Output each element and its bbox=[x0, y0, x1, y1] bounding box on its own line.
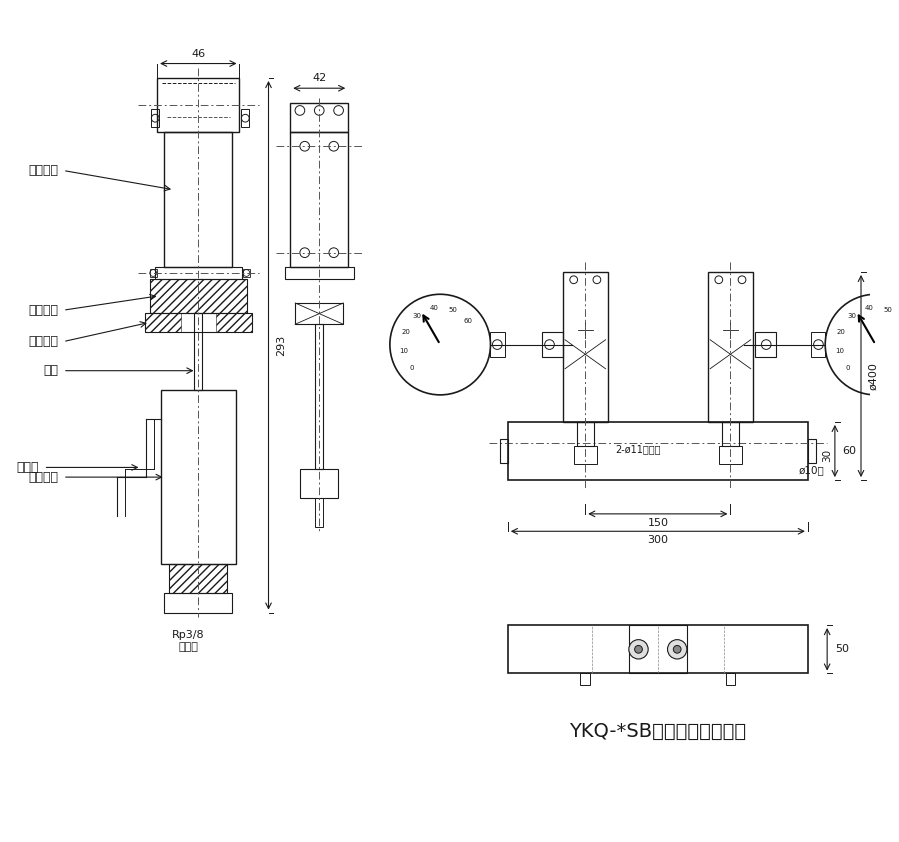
Text: 泄油管: 泄油管 bbox=[16, 461, 39, 474]
Bar bbox=[316, 498, 323, 527]
Text: 30: 30 bbox=[848, 313, 857, 319]
Bar bbox=[722, 422, 739, 446]
Bar bbox=[500, 440, 508, 462]
Bar bbox=[165, 594, 232, 612]
Text: 60: 60 bbox=[842, 446, 857, 456]
Bar bbox=[242, 109, 249, 127]
Bar bbox=[161, 390, 236, 564]
Text: 50: 50 bbox=[835, 644, 849, 654]
Bar bbox=[145, 312, 252, 332]
Text: 50: 50 bbox=[449, 307, 458, 313]
Bar bbox=[290, 103, 348, 131]
Text: 60: 60 bbox=[464, 318, 473, 324]
Bar bbox=[169, 564, 227, 594]
Text: 0: 0 bbox=[410, 365, 414, 371]
Text: 30: 30 bbox=[823, 450, 832, 462]
Bar bbox=[155, 267, 242, 279]
Bar bbox=[581, 674, 590, 685]
Text: 150: 150 bbox=[647, 518, 668, 528]
Bar bbox=[151, 109, 159, 127]
Bar bbox=[754, 333, 776, 357]
Bar bbox=[628, 625, 687, 674]
Bar bbox=[194, 312, 202, 390]
Text: 顶杆: 顶杆 bbox=[43, 365, 58, 377]
Bar bbox=[295, 303, 343, 324]
Circle shape bbox=[635, 646, 643, 653]
Bar bbox=[243, 269, 250, 277]
Bar bbox=[300, 469, 339, 498]
Circle shape bbox=[673, 646, 681, 653]
Text: 行程开关: 行程开关 bbox=[28, 164, 58, 177]
Bar bbox=[150, 279, 247, 312]
Text: YKQ-*SB压力控制器外形图: YKQ-*SB压力控制器外形图 bbox=[569, 722, 746, 741]
Circle shape bbox=[437, 342, 443, 348]
Text: Rp3/8
进油口: Rp3/8 进油口 bbox=[173, 630, 205, 652]
Text: 42: 42 bbox=[312, 73, 326, 83]
Bar bbox=[285, 267, 354, 279]
Bar bbox=[563, 272, 608, 422]
Bar bbox=[165, 131, 232, 267]
Text: 46: 46 bbox=[191, 49, 205, 59]
Bar bbox=[316, 324, 323, 469]
Text: 0: 0 bbox=[845, 365, 850, 371]
Bar bbox=[150, 269, 156, 277]
Text: 压缩弹簧: 压缩弹簧 bbox=[28, 471, 58, 483]
Text: ø10管: ø10管 bbox=[798, 466, 823, 476]
Bar bbox=[576, 422, 594, 446]
Circle shape bbox=[668, 640, 687, 659]
Bar bbox=[811, 333, 825, 357]
Ellipse shape bbox=[825, 294, 899, 395]
Text: 30: 30 bbox=[412, 313, 421, 319]
Text: 40: 40 bbox=[430, 306, 438, 312]
Text: ø400: ø400 bbox=[868, 362, 878, 390]
Text: 40: 40 bbox=[865, 306, 874, 312]
Bar bbox=[508, 422, 808, 480]
Text: 10: 10 bbox=[399, 348, 408, 354]
Bar bbox=[491, 333, 505, 357]
Ellipse shape bbox=[390, 294, 491, 395]
Text: 10: 10 bbox=[835, 348, 844, 354]
Bar bbox=[708, 272, 752, 422]
Text: 2-ø11安装孔: 2-ø11安装孔 bbox=[616, 444, 662, 454]
Circle shape bbox=[628, 640, 648, 659]
Bar bbox=[157, 78, 239, 131]
Bar bbox=[150, 279, 247, 312]
Bar bbox=[508, 625, 808, 674]
Text: 293: 293 bbox=[276, 334, 286, 356]
Bar bbox=[290, 131, 348, 267]
Text: 50: 50 bbox=[884, 307, 893, 313]
Bar bbox=[542, 333, 563, 357]
Text: 20: 20 bbox=[837, 329, 845, 335]
Bar bbox=[169, 564, 227, 594]
Bar bbox=[808, 440, 815, 462]
Text: 调整螺塞: 调整螺塞 bbox=[28, 304, 58, 317]
Bar bbox=[145, 312, 181, 332]
Text: 锁紧螺母: 锁紧螺母 bbox=[28, 335, 58, 349]
Text: 300: 300 bbox=[647, 536, 668, 545]
Text: 20: 20 bbox=[401, 329, 410, 335]
Bar bbox=[725, 674, 735, 685]
Circle shape bbox=[873, 342, 878, 348]
Bar bbox=[719, 446, 742, 464]
Bar bbox=[574, 446, 597, 464]
Bar bbox=[216, 312, 252, 332]
